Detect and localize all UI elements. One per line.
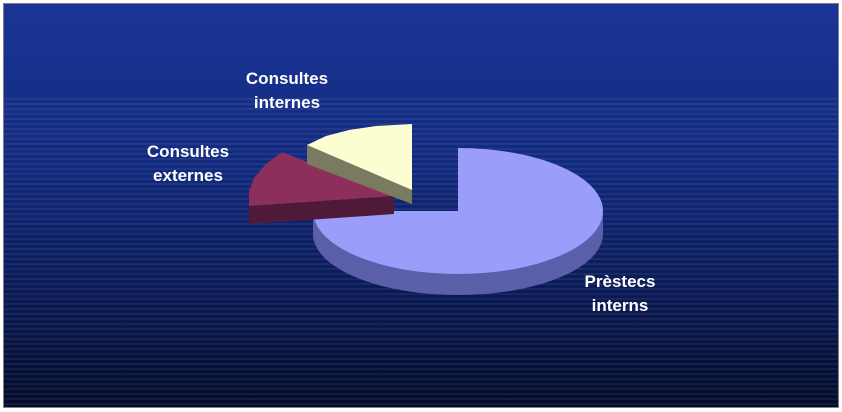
- data-label-consultes-internes: Consultes internes: [245, 69, 329, 112]
- chart-background: [4, 4, 838, 407]
- slice-side: [307, 145, 412, 204]
- slice-top: [307, 124, 412, 190]
- pie-slice-consultes-externes: [249, 152, 394, 224]
- pie-chart: [4, 98, 838, 405]
- data-label-prestecs-interns: Prèstecs interns: [584, 272, 656, 315]
- slice-top: [249, 152, 394, 206]
- slice-top: [313, 148, 603, 274]
- slice-side: [249, 196, 394, 224]
- data-label-consultes-externes: Consultes externes: [146, 142, 230, 185]
- pie-slice-consultes-internes: [307, 124, 412, 204]
- chart-frame: Prèstecs interns Consultes externes Cons…: [3, 3, 839, 408]
- slice-side: [313, 211, 603, 295]
- pie-slice-prestecs-interns: [313, 148, 603, 295]
- background-stripes: [4, 98, 838, 405]
